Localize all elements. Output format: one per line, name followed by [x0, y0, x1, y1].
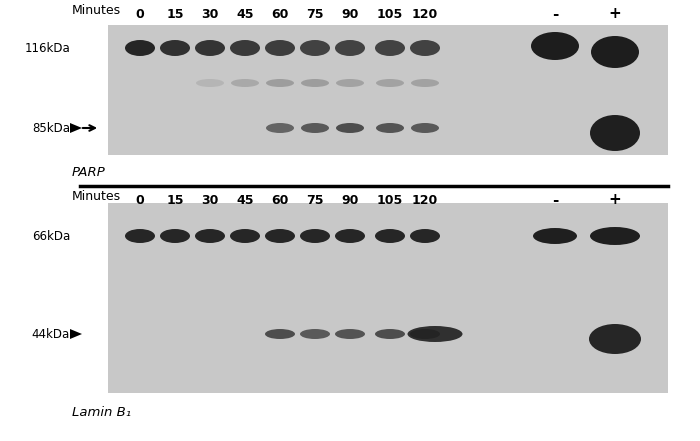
Text: 44kDa: 44kDa [32, 328, 70, 340]
Text: 105: 105 [377, 7, 403, 20]
Text: 0: 0 [136, 7, 144, 20]
Text: 0: 0 [136, 194, 144, 206]
Text: 45: 45 [237, 7, 253, 20]
Text: 60: 60 [272, 194, 288, 206]
Ellipse shape [336, 79, 364, 87]
Text: 45: 45 [237, 194, 253, 206]
Text: 75: 75 [307, 7, 323, 20]
Ellipse shape [265, 329, 295, 339]
Ellipse shape [336, 123, 364, 133]
Text: 90: 90 [342, 194, 358, 206]
Text: 120: 120 [412, 7, 438, 20]
Ellipse shape [375, 329, 405, 339]
Ellipse shape [196, 79, 224, 87]
Text: Minutes: Minutes [72, 4, 121, 18]
Text: 75: 75 [307, 194, 323, 206]
Text: 90: 90 [342, 7, 358, 20]
Ellipse shape [195, 40, 225, 56]
Ellipse shape [300, 229, 330, 243]
Ellipse shape [265, 229, 295, 243]
Text: +: + [608, 193, 622, 208]
Polygon shape [70, 123, 82, 133]
Ellipse shape [160, 40, 190, 56]
Ellipse shape [230, 40, 260, 56]
Ellipse shape [301, 123, 329, 133]
Ellipse shape [375, 229, 405, 243]
Text: 15: 15 [167, 7, 183, 20]
Text: 85kDa: 85kDa [32, 122, 70, 135]
Ellipse shape [231, 79, 259, 87]
Polygon shape [70, 329, 82, 339]
FancyBboxPatch shape [108, 25, 668, 155]
Ellipse shape [410, 329, 440, 339]
Ellipse shape [410, 229, 440, 243]
Text: 15: 15 [167, 194, 183, 206]
Ellipse shape [301, 79, 329, 87]
Ellipse shape [300, 40, 330, 56]
Ellipse shape [266, 123, 294, 133]
Ellipse shape [300, 329, 330, 339]
Text: Lamin B₁: Lamin B₁ [72, 407, 131, 419]
Ellipse shape [590, 115, 640, 151]
Ellipse shape [407, 326, 463, 342]
Text: Minutes: Minutes [72, 191, 121, 203]
Ellipse shape [410, 40, 440, 56]
Ellipse shape [376, 79, 404, 87]
Text: 105: 105 [377, 194, 403, 206]
Ellipse shape [266, 79, 294, 87]
Ellipse shape [533, 228, 577, 244]
Text: 66kDa: 66kDa [32, 229, 70, 243]
Text: 120: 120 [412, 194, 438, 206]
Ellipse shape [531, 32, 579, 60]
Text: 30: 30 [202, 7, 218, 20]
Text: PARP: PARP [72, 167, 106, 179]
Ellipse shape [160, 229, 190, 243]
Ellipse shape [335, 40, 365, 56]
Ellipse shape [195, 229, 225, 243]
Ellipse shape [125, 229, 155, 243]
Text: -: - [552, 193, 558, 208]
Ellipse shape [230, 229, 260, 243]
Text: 60: 60 [272, 7, 288, 20]
Text: -: - [552, 7, 558, 22]
Ellipse shape [335, 329, 365, 339]
Ellipse shape [125, 40, 155, 56]
Ellipse shape [591, 36, 639, 68]
Ellipse shape [375, 40, 405, 56]
Ellipse shape [265, 40, 295, 56]
Ellipse shape [589, 324, 641, 354]
FancyBboxPatch shape [108, 203, 668, 393]
Text: +: + [608, 7, 622, 22]
Text: 30: 30 [202, 194, 218, 206]
Ellipse shape [335, 229, 365, 243]
Text: 116kDa: 116kDa [25, 41, 70, 55]
Ellipse shape [590, 227, 640, 245]
Ellipse shape [411, 123, 439, 133]
Ellipse shape [411, 79, 439, 87]
Ellipse shape [376, 123, 404, 133]
